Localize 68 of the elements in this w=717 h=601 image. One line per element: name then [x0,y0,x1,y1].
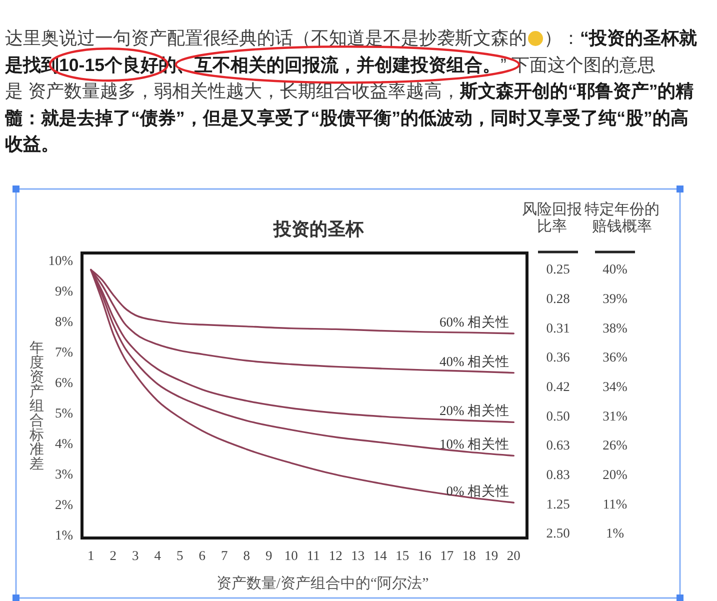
text: ）： [544,28,580,48]
text: 36% [602,350,628,365]
text: 1.25 [546,496,570,512]
chart-title: 投资的圣杯 [272,219,364,239]
text: 39% [602,291,628,306]
x-tick-label: 19 [484,548,498,563]
x-tick-label: 14 [373,548,388,563]
text: 10-15个良好 [59,54,158,75]
x-tick-label: 1 [88,548,94,563]
y-tick-label: 1% [55,527,73,542]
x-tick-label: 10 [284,548,298,563]
x-tick-label: 18 [462,548,476,563]
text: 互不相关的回报流，并创建投资组合。 [194,54,500,75]
y-tick-label: 4% [55,436,73,452]
series-label: 10% 相关性 [440,436,510,452]
y-tick-label: 8% [55,314,73,330]
series-label: 20% 相关性 [440,403,510,418]
y-tick-label: 9% [55,284,73,299]
text: 2.50 [546,526,570,541]
series-label: 40% 相关性 [440,354,510,369]
x-tick-label: 8 [243,548,250,563]
x-tick-label: 3 [132,548,140,563]
text: 斯文森开创的“耶鲁资产”的精 [460,81,694,102]
x-tick-label: 16 [418,548,432,563]
text: 26% [602,438,628,453]
text: 0.28 [546,291,570,306]
series-label: 60% 相关性 [440,314,510,330]
y-tick-label: 6% [55,375,73,390]
text: 11% [602,496,628,512]
text: 38% [602,320,628,336]
text: 0.36 [546,350,570,365]
text: 34% [602,379,628,394]
text: 0.63 [546,438,570,453]
x-tick-label: 15 [396,548,410,563]
x-tick-label: 20 [506,548,521,563]
text: 收益。 [5,134,59,154]
text: 0.31 [546,320,570,336]
text: “投资的圣杯就 [580,28,697,48]
y-tick-label: 2% [55,496,73,512]
x-tick-label: 2 [110,548,117,563]
text: 髓：就是去掉了“债券”，但是又享受了“股债平衡”的低波动，同时又享受了纯“股”的高 [5,108,688,128]
y-tick-label: 7% [55,344,73,360]
x-tick-label: 5 [176,548,184,563]
x-axis-title: 资产数量/资产组合中的“阿尔法” [216,575,429,592]
text: 0.25 [546,262,570,277]
text: 1% [606,526,624,541]
x-tick-label: 6 [198,548,206,563]
text: 0.83 [546,467,570,482]
text: 20% [602,467,628,482]
x-tick-label: 17 [440,548,454,563]
x-tick-label: 12 [328,548,342,563]
text: 0.50 [546,408,570,424]
text: 40% [602,262,628,277]
x-tick-label: 13 [351,548,365,563]
y-tick-label: 5% [55,406,73,421]
y-tick-label: 3% [55,466,73,482]
text: 年度资产组合标准差 [30,340,44,472]
x-tick-label: 11 [306,548,320,563]
text: 特定年份的赔钱概率 [584,202,660,235]
series-label: 0% 相关性 [446,484,510,499]
x-tick-label: 7 [221,548,228,563]
x-tick-label: 9 [266,548,273,563]
text: 31% [602,408,628,424]
x-tick-label: 4 [154,548,162,563]
y-tick-label: 10% [48,253,73,268]
text: 0.42 [546,379,570,394]
text: 风险回报比率 [521,202,583,235]
text: 是 资产数量越多，弱相关性越大，长期组合收益率越高， [5,81,460,102]
